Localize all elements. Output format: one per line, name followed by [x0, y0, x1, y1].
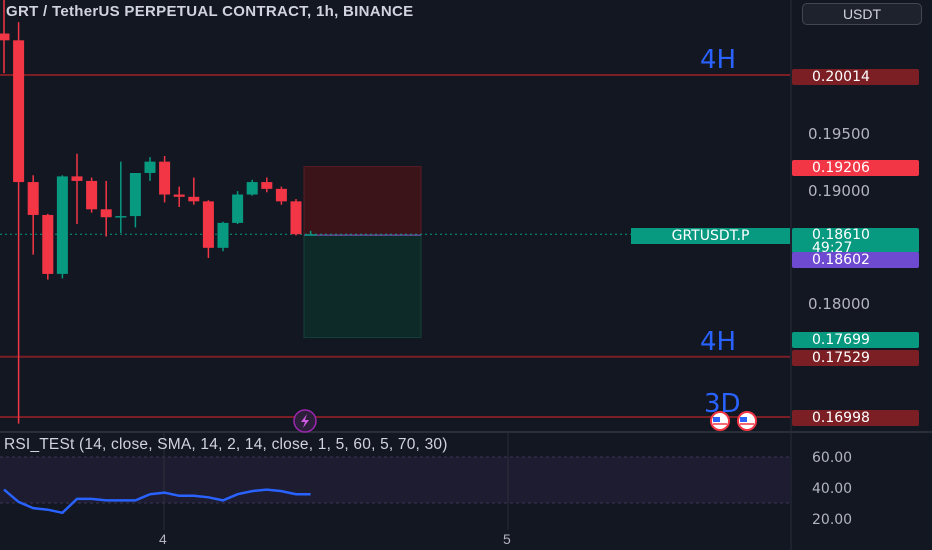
candle-body — [217, 222, 229, 248]
level-price-tag: 0.17529 — [792, 350, 919, 366]
position-tool[interactable] — [303, 166, 422, 339]
candle — [13, 22, 25, 424]
candle — [202, 200, 214, 259]
candle — [246, 179, 258, 196]
target-zone[interactable] — [303, 234, 422, 339]
candle-body — [115, 216, 127, 218]
candle — [27, 175, 39, 255]
rsi-band — [0, 457, 790, 503]
candle — [100, 180, 112, 237]
price-tick: 0.19000 — [808, 182, 871, 200]
candle — [42, 213, 54, 280]
stop-zone[interactable] — [303, 166, 422, 236]
candle-body — [56, 176, 68, 274]
level-price-tag: 0.20014 — [792, 69, 919, 85]
candle — [129, 172, 141, 228]
rsi-tick: 20.00 — [812, 512, 853, 528]
candle-body — [202, 201, 214, 248]
current-price-tag: 0.18610 49:27 — [792, 227, 919, 256]
candle-body — [100, 209, 112, 218]
us-flag-icon[interactable] — [737, 411, 757, 431]
candle-body — [188, 196, 200, 202]
timeframe-label-bottom: 3D — [704, 389, 741, 419]
candle — [56, 175, 68, 279]
candle — [71, 153, 83, 225]
timeframe-label-mid: 4H — [700, 327, 737, 357]
candle-body — [261, 182, 273, 189]
candle-body — [27, 182, 39, 215]
candle-body — [129, 172, 141, 217]
date-tick: 5 — [503, 531, 511, 547]
price-tick: 0.19500 — [808, 125, 871, 143]
candle — [0, 0, 10, 74]
us-flag-icon[interactable] — [710, 411, 730, 431]
stop-price-tag: 0.19206 — [792, 160, 919, 176]
candle — [144, 157, 156, 181]
lightning-icon[interactable] — [293, 409, 317, 433]
candle — [173, 186, 185, 208]
date-tick: 4 — [159, 531, 167, 547]
candle — [115, 161, 127, 234]
entry-price-tag: 0.18602 — [792, 252, 919, 268]
rsi-title: RSI_TESt (14, close, SMA, 14, 2, 14, clo… — [4, 436, 448, 453]
candle — [86, 177, 98, 213]
symbol-tag: GRTUSDT.P — [631, 228, 790, 244]
rsi-tick: 60.00 — [812, 450, 853, 466]
candle-body — [275, 188, 287, 202]
bar-countdown: 49:27 — [812, 240, 853, 256]
candle — [217, 221, 229, 252]
candle-body — [13, 40, 25, 183]
candle-body — [305, 234, 317, 236]
candle-body — [86, 180, 98, 210]
candle — [290, 199, 302, 236]
candle — [232, 191, 244, 225]
candle-body — [232, 194, 244, 223]
target-price-tag: 0.17699 — [792, 332, 919, 348]
rsi-tick: 40.00 — [812, 481, 853, 497]
candle-body — [71, 176, 83, 181]
rsi-line — [3, 488, 311, 515]
candle-body — [42, 214, 54, 274]
current-price: 0.18610 — [812, 227, 870, 243]
candle-body — [246, 182, 258, 195]
candle-body — [144, 161, 156, 173]
candle-body — [290, 201, 302, 235]
candle — [305, 230, 317, 236]
candle — [188, 177, 200, 205]
candle-body — [173, 194, 185, 197]
candle — [159, 155, 171, 203]
horizontal-levels[interactable] — [0, 74, 790, 419]
chart-title: GRT / TetherUS PERPETUAL CONTRACT, 1h, B… — [6, 3, 414, 20]
candle — [275, 186, 287, 205]
price-tick: 0.18000 — [808, 295, 871, 313]
level-price-tag: 0.16998 — [792, 410, 919, 426]
currency-button[interactable]: USDT — [802, 3, 922, 25]
candle — [261, 177, 273, 193]
candle-body — [159, 161, 171, 195]
candles — [0, 0, 317, 424]
candle-body — [0, 33, 10, 41]
timeframe-label-top: 4H — [700, 45, 737, 75]
